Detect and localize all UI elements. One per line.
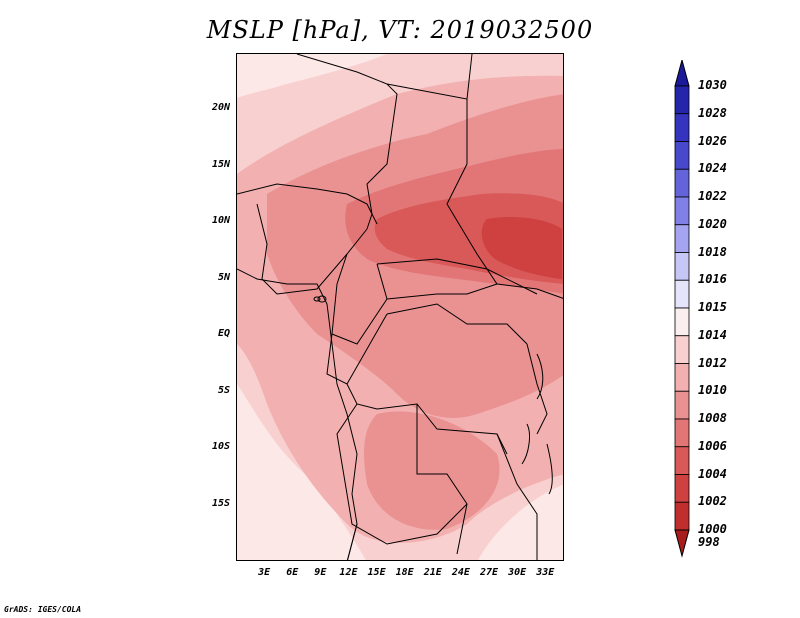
map-title: MSLP [hPa], VT: 2019032500 bbox=[206, 16, 594, 44]
colorbar-segment bbox=[674, 85, 690, 115]
colorbar-segment bbox=[674, 252, 690, 281]
colorbar-segment bbox=[674, 141, 690, 170]
colorbar-segment bbox=[674, 196, 690, 226]
colorbar-label: 1012 bbox=[698, 355, 727, 370]
mslp-region-1008-south bbox=[364, 411, 500, 530]
colorbar-segment bbox=[674, 474, 690, 503]
colorbar-label: 1016 bbox=[698, 272, 727, 287]
colorbar-segment bbox=[674, 335, 690, 364]
colorbar-label: 1026 bbox=[698, 133, 727, 148]
colorbar-label: 1030 bbox=[698, 78, 727, 92]
lon-label: 30E bbox=[508, 567, 527, 578]
lat-label: 5N bbox=[217, 271, 230, 283]
mslp-region-1014-southeast bbox=[478, 484, 563, 560]
colorbar bbox=[674, 60, 690, 558]
colorbar-label: 1024 bbox=[698, 161, 727, 176]
colorbar-label: 1004 bbox=[698, 466, 727, 481]
mslp-region-1002 bbox=[481, 217, 562, 279]
colorbar-segment bbox=[674, 390, 690, 420]
colorbar-label: 1008 bbox=[698, 411, 727, 425]
lon-label: 27E bbox=[479, 567, 499, 578]
colorbar-segment bbox=[674, 501, 690, 531]
lon-label: 6E bbox=[286, 567, 299, 578]
lakes bbox=[317, 295, 553, 495]
colorbar-segment bbox=[674, 113, 690, 142]
colorbar-label: 1028 bbox=[698, 105, 727, 120]
colorbar-segment bbox=[674, 418, 690, 448]
colorbar-label: 1018 bbox=[698, 244, 727, 259]
coastline bbox=[237, 268, 358, 560]
lon-label: 9E bbox=[314, 567, 327, 578]
colorbar-label: 1015 bbox=[698, 300, 727, 314]
lon-label: 3E bbox=[258, 567, 271, 578]
lat-label: 10S bbox=[211, 441, 230, 453]
colorbar-label: 1002 bbox=[698, 494, 727, 509]
island bbox=[313, 296, 321, 302]
colorbar-segment bbox=[674, 307, 690, 337]
country-borders bbox=[237, 54, 563, 560]
colorbar-label: 1014 bbox=[698, 327, 727, 342]
colorbar-segment bbox=[674, 363, 690, 392]
colorbar-label: 1006 bbox=[698, 438, 727, 453]
lon-label: 18E bbox=[395, 567, 414, 578]
map-panel bbox=[236, 53, 564, 561]
lon-label: 33E bbox=[536, 567, 555, 578]
lat-label: 10N bbox=[211, 215, 230, 227]
lat-label: EQ bbox=[217, 328, 230, 340]
grads-footer: GrADS: IGES/COLA bbox=[4, 605, 82, 614]
mslp-field-map bbox=[237, 54, 563, 560]
lat-label: 5S bbox=[217, 384, 230, 396]
lon-label: 24E bbox=[451, 567, 470, 578]
colorbar-top-arrow bbox=[674, 60, 690, 87]
colorbar-label: 1010 bbox=[698, 383, 727, 398]
colorbar-label: 1022 bbox=[698, 189, 727, 203]
colorbar-label: 998 bbox=[698, 535, 720, 549]
lat-label: 20N bbox=[211, 102, 230, 114]
lon-label: 21E bbox=[423, 567, 442, 578]
colorbar-segment bbox=[674, 279, 690, 309]
mslp-region-1014-north bbox=[237, 54, 387, 98]
mslp-region-1014-south bbox=[237, 384, 366, 560]
colorbar-label: 1000 bbox=[698, 522, 727, 536]
colorbar-segment bbox=[674, 446, 690, 475]
lon-label: 12E bbox=[339, 567, 358, 578]
colorbar-segment bbox=[674, 168, 690, 198]
lon-label: 15E bbox=[367, 567, 386, 578]
lat-label: 15S bbox=[211, 497, 230, 509]
lat-label: 15N bbox=[211, 158, 230, 170]
colorbar-bottom-arrow bbox=[674, 529, 690, 558]
colorbar-label: 1020 bbox=[698, 216, 727, 231]
colorbar-segment bbox=[674, 224, 690, 253]
